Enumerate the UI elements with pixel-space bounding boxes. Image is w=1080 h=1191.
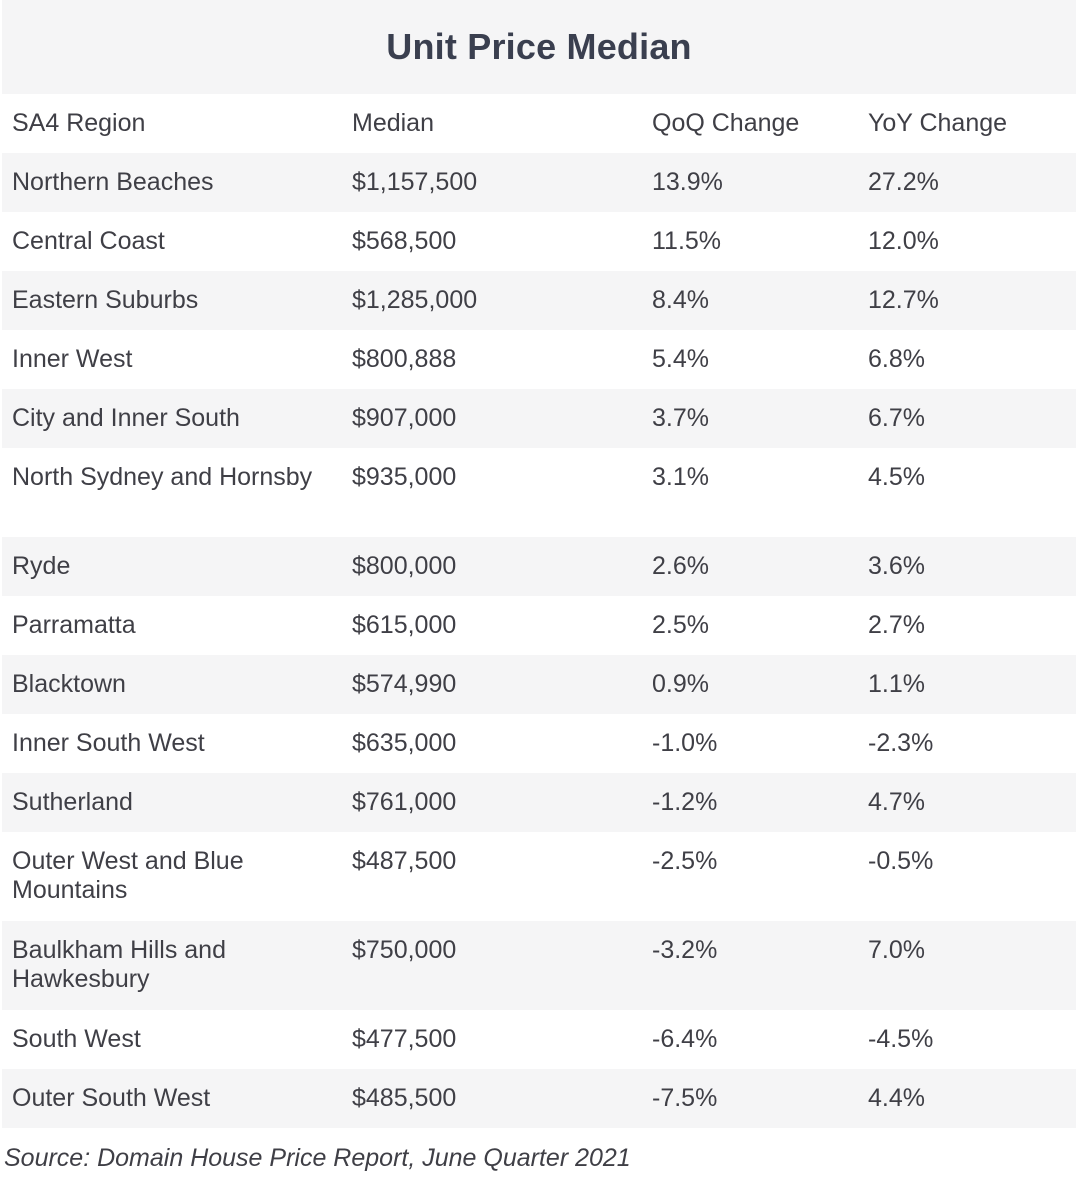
table-body: Northern Beaches $1,157,500 13.9% 27.2% Cent…	[2, 153, 1076, 1128]
cell-median: $487,500	[352, 847, 457, 875]
cell-yoy: 4.7%	[868, 788, 925, 816]
table-row: South West $477,500 -6.4% -4.5%	[2, 1010, 1076, 1069]
cell-median: $935,000	[352, 463, 457, 491]
cell-yoy: -0.5%	[868, 847, 934, 875]
cell-yoy: -4.5%	[868, 1025, 934, 1053]
cell-median: $800,888	[352, 345, 457, 373]
cell-median: $635,000	[352, 729, 457, 757]
table-row: Inner West $800,888 5.4% 6.8%	[2, 330, 1076, 389]
table-row: Parramatta $615,000 2.5% 2.7%	[2, 596, 1076, 655]
cell-median: $1,285,000	[352, 286, 478, 314]
cell-qoq: -1.2%	[652, 788, 718, 816]
table-row: Outer West and Blue Mountains $487,500 -2.…	[2, 832, 1076, 921]
table-row: Inner South West $635,000 -1.0% -2.3%	[2, 714, 1076, 773]
cell-yoy: 1.1%	[868, 670, 925, 698]
cell-yoy: -2.3%	[868, 729, 934, 757]
cell-yoy: 4.4%	[868, 1084, 925, 1112]
table-row: Baulkham Hills and Hawkesbury $750,000 -3.…	[2, 921, 1076, 1010]
cell-median: $568,500	[352, 227, 457, 255]
table-row: Eastern Suburbs $1,285,000 8.4% 12.7%	[2, 271, 1076, 330]
cell-region: North Sydney and Hornsby	[12, 463, 313, 491]
header-median: Median	[352, 109, 434, 137]
table-row: Sutherland $761,000 -1.2% 4.7%	[2, 773, 1076, 832]
cell-median: $750,000	[352, 936, 457, 964]
table-row: Ryde $800,000 2.6% 3.6%	[2, 537, 1076, 596]
cell-yoy: 27.2%	[868, 168, 939, 196]
cell-median: $615,000	[352, 611, 457, 639]
table-header: SA4 Region Median QoQ Change YoY Change	[2, 94, 1076, 153]
cell-median: $1,157,500	[352, 168, 478, 196]
table-row: Central Coast $568,500 11.5% 12.0%	[2, 212, 1076, 271]
cell-median: $574,990	[352, 670, 457, 698]
cell-median: $907,000	[352, 404, 457, 432]
cell-qoq: 5.4%	[652, 345, 709, 373]
cell-yoy: 2.7%	[868, 611, 925, 639]
cell-qoq: -7.5%	[652, 1084, 718, 1112]
table-row: City and Inner South $907,000 3.7% 6.7%	[2, 389, 1076, 448]
table-row: Northern Beaches $1,157,500 13.9% 27.2%	[2, 153, 1076, 212]
cell-median: $477,500	[352, 1025, 457, 1053]
table-row: Blacktown $574,990 0.9% 1.1%	[2, 655, 1076, 714]
cell-qoq: -3.2%	[652, 936, 718, 964]
table-title: Unit Price Median	[386, 26, 692, 67]
header-qoq: QoQ Change	[652, 109, 800, 137]
cell-region: Inner West	[12, 345, 133, 373]
cell-region: Inner South West	[12, 729, 205, 757]
cell-qoq: 3.7%	[652, 404, 709, 432]
cell-yoy: 12.0%	[868, 227, 939, 255]
cell-yoy: 6.8%	[868, 345, 925, 373]
cell-yoy: 4.5%	[868, 463, 925, 491]
cell-qoq: -6.4%	[652, 1025, 718, 1053]
header-region: SA4 Region	[12, 109, 146, 137]
table-row: Outer South West $485,500 -7.5% 4.4%	[2, 1069, 1076, 1128]
cell-yoy: 12.7%	[868, 286, 939, 314]
cell-yoy: 3.6%	[868, 552, 925, 580]
cell-yoy: 6.7%	[868, 404, 925, 432]
cell-region: Blacktown	[12, 670, 126, 698]
cell-qoq: 11.5%	[652, 227, 722, 255]
cell-qoq: -1.0%	[652, 729, 718, 757]
cell-qoq: 3.1%	[652, 463, 709, 491]
cell-region: Northern Beaches	[12, 168, 214, 196]
cell-yoy: 7.0%	[868, 936, 925, 964]
cell-qoq: -2.5%	[652, 847, 718, 875]
title-bar: Unit Price Median	[2, 0, 1076, 94]
cell-qoq: 13.9%	[652, 168, 723, 196]
cell-region: Eastern Suburbs	[12, 286, 199, 314]
cell-region: Central Coast	[12, 227, 165, 255]
cell-region: Outer South West	[12, 1084, 211, 1112]
cell-median: $485,500	[352, 1084, 457, 1112]
cell-region: City and Inner South	[12, 404, 240, 432]
cell-median: $761,000	[352, 788, 457, 816]
cell-region: Sutherland	[12, 788, 133, 816]
cell-median: $800,000	[352, 552, 457, 580]
cell-region: South West	[12, 1025, 141, 1053]
cell-region: Ryde	[12, 552, 71, 580]
cell-qoq: 2.6%	[652, 552, 709, 580]
table-row: North Sydney and Hornsby $935,000 3.1% 4.5%	[2, 448, 1076, 537]
cell-region: Baulkham Hills and Hawkesbury	[12, 936, 226, 993]
cell-qoq: 8.4%	[652, 286, 709, 314]
cell-region: Parramatta	[12, 611, 136, 639]
cell-region: Outer West and Blue Mountains	[12, 847, 244, 904]
header-yoy: YoY Change	[868, 109, 1008, 137]
price-table: SA4 Region Median QoQ Change YoY Change …	[2, 94, 1076, 1128]
cell-qoq: 0.9%	[652, 670, 709, 698]
source-note: Source: Domain House Price Report, June …	[2, 1128, 1076, 1188]
cell-qoq: 2.5%	[652, 611, 709, 639]
header-row: SA4 Region Median QoQ Change YoY Change	[2, 94, 1076, 153]
